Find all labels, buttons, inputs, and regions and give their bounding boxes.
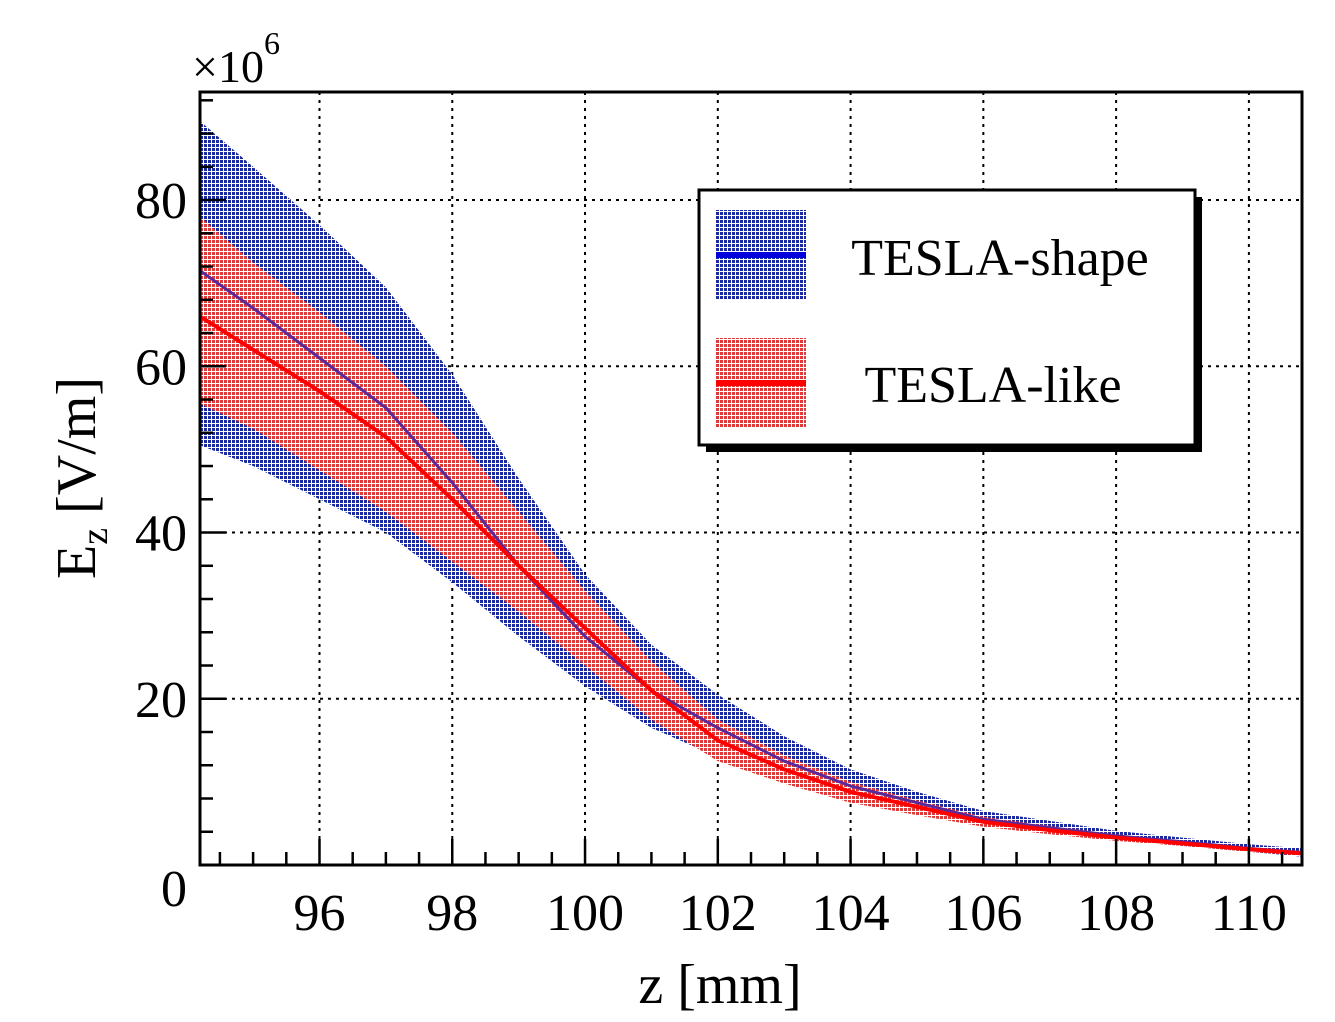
legend-label-tesla-shape: TESLA-shape (851, 230, 1148, 287)
x-tick-label: 106 (944, 885, 1022, 942)
y-multiplier: ×106 (192, 25, 280, 92)
legend-label-tesla-like: TESLA-like (864, 357, 1121, 414)
y-axis-label-unit: [V/m] (46, 377, 108, 528)
y-axis-label-main: E (46, 545, 108, 579)
x-tick-label: 98 (426, 885, 478, 942)
x-tick-label: 108 (1077, 885, 1155, 942)
line-tesla-like (200, 314, 1302, 856)
y-multiplier-base: ×10 (192, 41, 264, 92)
y-axis-label-sub: z (74, 528, 116, 545)
band-tesla-like (200, 216, 1302, 856)
legend-entry-tesla-like: TESLA-like (716, 338, 1122, 428)
y-tick-label: 20 (135, 672, 187, 729)
x-tick-label: 104 (812, 885, 890, 942)
legend: TESLA-shape TESLA-like (697, 188, 1202, 452)
series-lines (200, 269, 1302, 856)
y-axis-label: Ez [V/m] (46, 377, 116, 579)
x-tick-label: 110 (1211, 885, 1287, 942)
x-tick-label: 96 (293, 885, 345, 942)
axis-ticks (200, 99, 1284, 867)
x-axis-label: z [mm] (638, 954, 801, 1016)
tick-labels: 96 98 100 102 104 106 108 110 0 20 40 60 80 (135, 173, 1287, 942)
x-tick-label: 100 (546, 885, 624, 942)
legend-entry-tesla-shape: TESLA-shape (716, 210, 1149, 300)
y-tick-label: 40 (135, 506, 187, 563)
y-multiplier-exp: 6 (264, 25, 280, 61)
y-tick-label: 80 (135, 173, 187, 230)
x-tick-label: 102 (679, 885, 757, 942)
y-tick-label: 0 (161, 861, 187, 918)
y-tick-label: 60 (135, 339, 187, 396)
error-bands (200, 121, 1302, 857)
